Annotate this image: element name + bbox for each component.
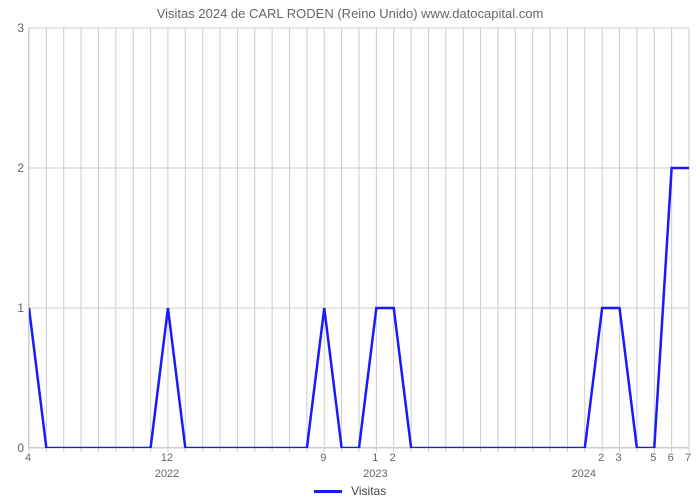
x-tick-label: 7	[685, 452, 691, 464]
x-tick-label: 6	[668, 452, 674, 464]
x-tick-label: 5	[650, 452, 656, 464]
x-tick-label: 2	[390, 452, 396, 464]
x-year-label: 2023	[363, 468, 387, 480]
x-year-label: 2024	[572, 468, 596, 480]
x-tick-label: 4	[25, 452, 31, 464]
x-tick-label: 3	[615, 452, 621, 464]
legend: Visitas	[0, 484, 700, 498]
y-tick-label: 1	[10, 301, 24, 315]
x-tick-label: 9	[320, 452, 326, 464]
y-tick-label: 2	[10, 161, 24, 175]
x-tick-label: 1	[372, 452, 378, 464]
y-tick-label: 3	[10, 21, 24, 35]
plot-area	[28, 28, 688, 448]
legend-label: Visitas	[351, 484, 386, 498]
chart-title: Visitas 2024 de CARL RODEN (Reino Unido)…	[0, 6, 700, 21]
y-tick-label: 0	[10, 441, 24, 455]
data-line-svg	[29, 28, 689, 448]
x-tick-label: 2	[598, 452, 604, 464]
x-year-label: 2022	[155, 468, 179, 480]
chart-container: Visitas 2024 de CARL RODEN (Reino Unido)…	[0, 0, 700, 500]
legend-line-icon	[314, 490, 342, 493]
x-tick-label: 12	[161, 452, 173, 464]
